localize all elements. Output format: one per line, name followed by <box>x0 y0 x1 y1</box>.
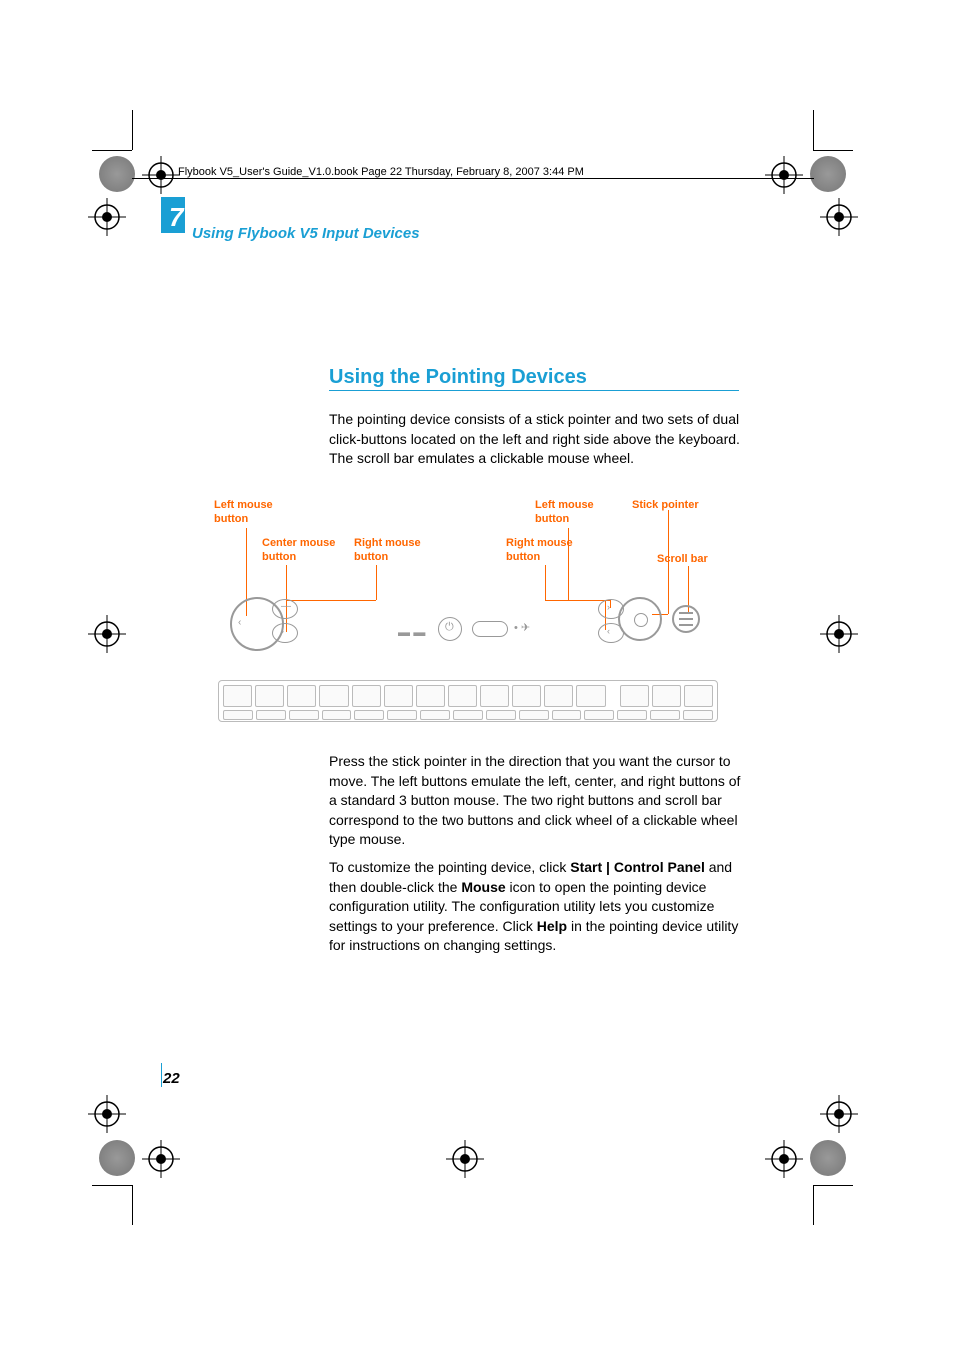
callout-left-mouse-right: Left mouse button <box>535 498 594 527</box>
scroll-bar-icon <box>672 605 700 633</box>
chapter-title: Using Flybook V5 Input Devices <box>192 225 420 242</box>
center-mouse-button-icon: — <box>272 599 298 619</box>
right-mouse-button-left-icon: › <box>272 623 298 643</box>
power-button-icon: ⏻ <box>438 617 462 641</box>
reg-mark-right-mid <box>820 615 858 653</box>
crop-line <box>92 1185 132 1186</box>
paragraph-2: Press the stick pointer in the direction… <box>329 752 742 850</box>
reg-mark-top-right-outer <box>810 156 846 192</box>
text-bold: Mouse <box>461 879 505 895</box>
reg-mark-bottom-mid <box>446 1140 484 1178</box>
callout-stick-pointer: Stick pointer <box>632 498 699 512</box>
reg-mark-top-left <box>142 156 180 194</box>
callout-center-mouse: Center mouse button <box>262 536 335 565</box>
header-rule <box>132 178 814 179</box>
section-rule <box>329 390 739 391</box>
callout-scroll-bar: Scroll bar <box>657 552 708 566</box>
stick-pointer-icon <box>618 597 662 641</box>
text-bold: Help <box>537 918 567 934</box>
indicator-icons: ▬ ▬ <box>398 625 425 639</box>
page-number: 22 <box>163 1070 180 1087</box>
crop-line <box>132 1185 133 1225</box>
reg-mark-left-2 <box>88 1095 126 1133</box>
reg-mark-bottom-left <box>142 1140 180 1178</box>
reg-mark-bottom-right <box>765 1140 803 1178</box>
callout-right-mouse-right: Right mouse button <box>506 536 573 565</box>
reg-mark-right-1 <box>820 198 858 236</box>
reg-mark-left-1 <box>88 198 126 236</box>
callout-left-mouse-left: Left mouse button <box>214 498 273 527</box>
reg-mark-top-left-outer <box>99 156 135 192</box>
crop-line <box>813 1185 853 1186</box>
crop-line <box>813 150 853 151</box>
reg-mark-top-right <box>765 156 803 194</box>
page-number-rule <box>161 1063 162 1087</box>
paragraph-1: The pointing device consists of a stick … <box>329 410 742 469</box>
reg-mark-bottom-left-outer <box>99 1140 135 1176</box>
crop-line <box>132 110 133 150</box>
callout-right-mouse-left: Right mouse button <box>354 536 421 565</box>
chapter-number: 7 <box>169 202 183 233</box>
reg-mark-left-mid <box>88 615 126 653</box>
page-header: Flybook V5_User's Guide_V1.0.book Page 2… <box>178 166 584 178</box>
reg-mark-right-2 <box>820 1095 858 1133</box>
crop-line <box>813 1185 814 1225</box>
section-title: Using the Pointing Devices <box>329 366 587 389</box>
crop-line <box>92 150 132 151</box>
reg-mark-bottom-right-outer <box>810 1140 846 1176</box>
crop-line <box>813 110 814 150</box>
text: To customize the pointing device, click <box>329 859 570 875</box>
keyboard-illustration <box>218 680 718 722</box>
wifi-icon: • ✈ <box>514 621 530 634</box>
paragraph-3: To customize the pointing device, click … <box>329 858 742 956</box>
battery-icon <box>472 621 508 637</box>
text-bold: Start | Control Panel <box>570 859 705 875</box>
